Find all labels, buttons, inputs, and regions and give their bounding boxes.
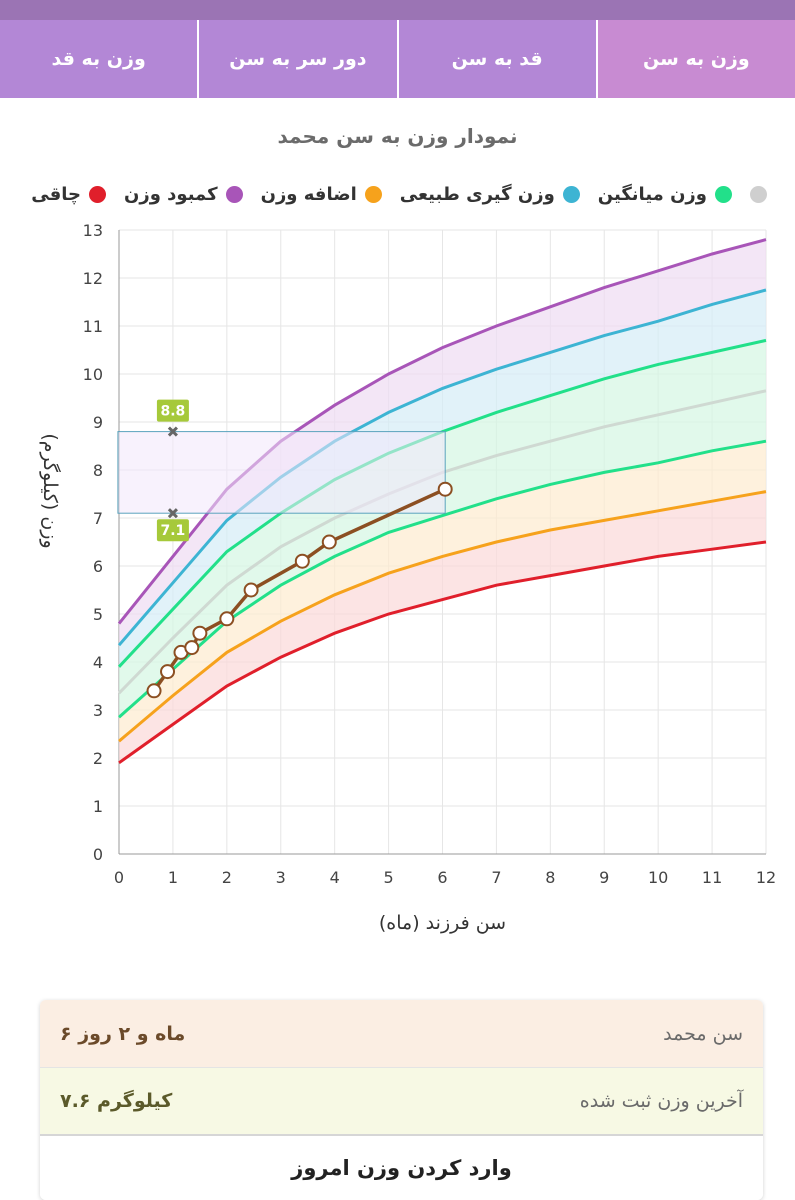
legend-item-average[interactable]: وزن میانگین [598,184,732,205]
range-label: 8.8 [161,404,186,420]
x-tick-label: 9 [599,868,609,887]
tab-weight-for-age[interactable]: وزن به سن [595,20,795,98]
x-tick-label: 7 [491,868,501,887]
child-weight-point [294,553,310,569]
child-weight-point [437,481,453,497]
range-marker-icon [167,426,178,437]
y-tick-label: 10 [83,365,103,384]
legend-item-underweight[interactable]: کمبود وزن [124,184,243,205]
x-tick-label: 11 [702,868,722,887]
percentile-band [119,441,766,742]
y-tick-label: 11 [83,317,103,336]
x-tick-label: 2 [222,868,232,887]
child-weight-point [321,534,337,550]
age-value: ۶ ماه و ۲ روز [60,1022,186,1045]
tab-bar: وزن به سن قد به سن دور سر به سن وزن به ق… [0,20,795,98]
child-weight-point [243,582,259,598]
percentile-band [119,340,766,694]
percentile-band [119,491,766,763]
child-weight-point [160,664,176,680]
percentile-curve [117,288,767,647]
last-weight-row: آخرین وزن ثبت شده ۷.۶ کیلوگرم [40,1068,763,1136]
chart-title: نمودار وزن به سن محمد [277,124,518,148]
legend-dot-icon [715,186,732,203]
x-tick-label: 1 [168,868,178,887]
target-range-box [117,431,446,514]
weight-chart: 8.8 7.1 0 1 2 3 4 5 6 7 8 9 10 11 12 13 0 1 2 3 4 5 6 7 8 9 10 11 12 [0,215,795,955]
x-tick-label: 0 [114,868,124,887]
y-tick-label: 5 [93,605,103,624]
child-weight-point [219,611,235,627]
tab-weight-for-height[interactable]: وزن به قد [51,48,146,70]
range-marker-icon [167,508,178,519]
tab-head-circumference[interactable]: دور سر به سن [197,20,396,98]
legend-label: وزن میانگین [597,184,707,205]
child-weight-point [146,683,162,699]
y-tick-label: 7 [93,509,103,528]
child-weight-line [152,487,446,692]
y-tick-label: 12 [83,269,103,288]
child-weight-point [192,625,208,641]
range-label-bg [156,399,189,422]
enter-today-weight-button[interactable]: وارد کردن وزن امروز [40,1136,763,1200]
x-tick-label: 8 [545,868,555,887]
legend-dot-icon [562,186,580,203]
last-weight-label: آخرین وزن ثبت شده [579,1090,743,1112]
y-tick-label: 3 [93,701,103,720]
y-tick-label: 6 [93,557,103,576]
y-tick-label: 9 [93,413,103,432]
y-tick-label: 13 [83,221,103,240]
legend-item-overweight[interactable]: اضافه وزن [261,184,382,205]
x-tick-label: 12 [756,868,776,887]
legend-label: اضافه وزن [260,184,357,205]
y-tick-label: 0 [93,845,103,864]
y-tick-label: 4 [93,653,103,672]
legend-item-normal[interactable]: وزن گیری طبیعی [400,184,580,205]
y-tick-label: 2 [93,749,103,768]
x-tick-label: 4 [330,868,340,887]
status-strip [0,0,795,20]
y-tick-label: 8 [93,461,103,480]
y-tick-label: 1 [93,797,103,816]
legend-label: چاقی [31,184,81,205]
range-label: 7.1 [161,523,186,539]
child-weight-point [184,640,200,656]
info-card: سن محمد ۶ ماه و ۲ روز آخرین وزن ثبت شده … [40,1000,763,1200]
tab-height-for-age[interactable]: قد به سن [396,20,596,98]
age-row: سن محمد ۶ ماه و ۲ روز [40,1000,763,1068]
legend-label: وزن گیری طبیعی [399,184,555,205]
percentile-curve [118,490,767,743]
legend-dot-icon [750,186,767,203]
legend-item-extra[interactable] [750,184,767,205]
chart-legend: چاقی کمبود وزن اضافه وزن وزن گیری طبیعی … [31,184,767,205]
x-axis-label: سن فرزند (ماه) [378,912,507,934]
age-label: سن محمد [663,1022,743,1045]
x-tick-label: 3 [276,868,286,887]
legend-dot-icon [225,186,243,203]
legend-dot-icon [364,186,382,203]
legend-dot-icon [88,186,106,203]
percentile-curve [118,540,767,765]
legend-item-obesity[interactable]: چاقی [31,184,106,205]
x-tick-label: 10 [648,868,668,887]
last-weight-value: ۷.۶ کیلوگرم [60,1090,173,1112]
y-axis-label: وزن (کیلوگرم) [39,433,61,549]
range-label-bg [156,519,189,542]
legend-label: کمبود وزن [123,184,218,205]
percentile-band [119,290,766,667]
x-tick-label: 6 [437,868,447,887]
x-tick-label: 5 [383,868,393,887]
percentile-band [119,239,766,646]
